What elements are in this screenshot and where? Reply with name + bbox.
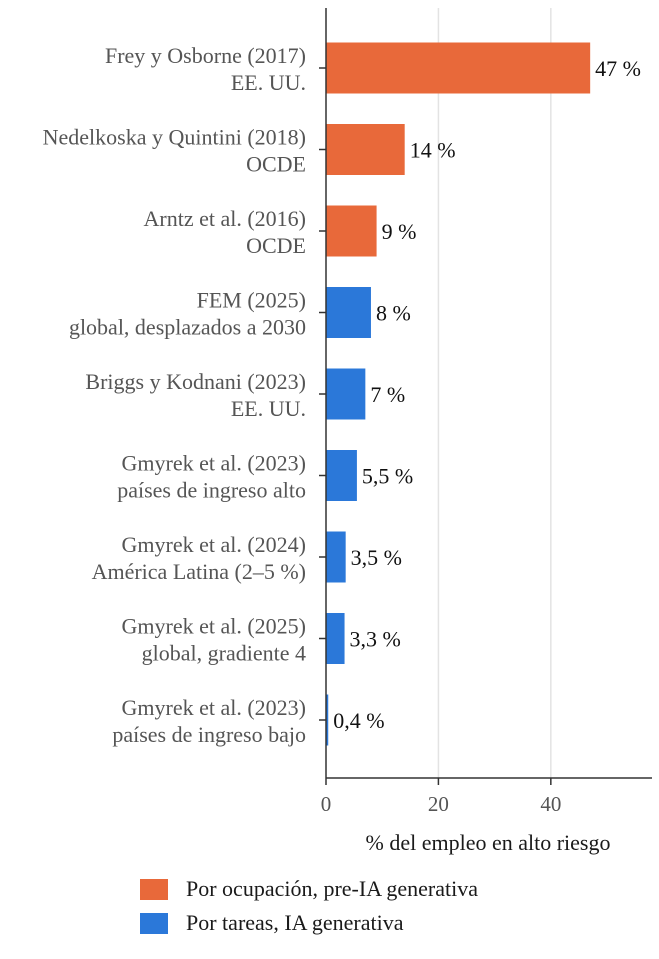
x-tick-labels: 0 20 40 [321,778,561,816]
bar [326,694,329,746]
category-label-line1: Gmyrek et al. (2025) [122,614,307,639]
x-tick-label: 40 [540,792,561,816]
gridlines [437,8,552,778]
category-label-line1: Gmyrek et al. (2023) [122,695,307,720]
bar [326,450,357,501]
category-label-line1: Nedelkoska y Quintini (2018) [43,125,306,150]
axes [325,8,652,779]
legend-item-tasks: Por tareas, IA generativa [140,906,478,940]
bar [326,287,371,338]
category-label-line2: EE. UU. [231,70,306,95]
category-label-line2: países de ingreso alto [117,478,306,503]
legend-swatch-tasks [140,912,168,934]
category-label-line1: Briggs y Kodnani (2023) [85,369,306,394]
data-label: 5,5 % [362,464,413,489]
category-label-line2: OCDE [246,152,306,177]
data-label: 9 % [382,219,417,244]
bar [326,531,346,583]
category-label-line2: global, gradiente 4 [142,641,306,666]
bar [326,124,405,175]
x-tick-label: 0 [321,792,332,816]
bar [326,368,366,420]
x-axis-title: % del empleo en alto riesgo [366,830,611,855]
category-label-line2: global, desplazados a 2030 [69,315,306,340]
data-label: 7 % [370,382,405,407]
legend-item-occupation: Por ocupación, pre-IA generativa [140,872,478,906]
legend-swatch-occupation [140,878,168,900]
bar [326,205,377,257]
category-label-line1: Gmyrek et al. (2023) [122,451,307,476]
value-labels: 47 % 14 % 9 % 8 % 7 % 5,5 % 3,5 % 3,3 % 0,4 % [333,56,641,733]
data-label: 14 % [410,138,456,163]
category-label-line1: FEM (2025) [197,288,306,313]
category-label-line2: OCDE [246,233,306,258]
bar [326,613,345,664]
category-label-line1: Frey y Osborne (2017) [105,43,306,68]
category-label-line1: Gmyrek et al. (2024) [122,532,307,557]
bar [326,42,591,94]
category-label-line1: Arntz et al. (2016) [144,206,307,231]
data-label: 0,4 % [333,708,384,733]
data-label: 3,5 % [351,545,402,570]
bars [326,42,591,746]
category-label-line2: EE. UU. [231,396,306,421]
data-label: 47 % [595,56,641,81]
data-label: 8 % [376,301,411,326]
category-labels: Frey y Osborne (2017)EE. UU.Nedelkoska y… [43,43,326,747]
legend-label-occupation: Por ocupación, pre-IA generativa [186,876,478,901]
category-label-line2: países de ingreso bajo [112,722,306,747]
legend-label-tasks: Por tareas, IA generativa [186,910,404,935]
x-tick-label: 20 [428,792,449,816]
category-label-line2: América Latina (2–5 %) [92,559,306,584]
legend: Por ocupación, pre-IA generativa Por tar… [140,872,478,940]
data-label: 3,3 % [350,627,401,652]
